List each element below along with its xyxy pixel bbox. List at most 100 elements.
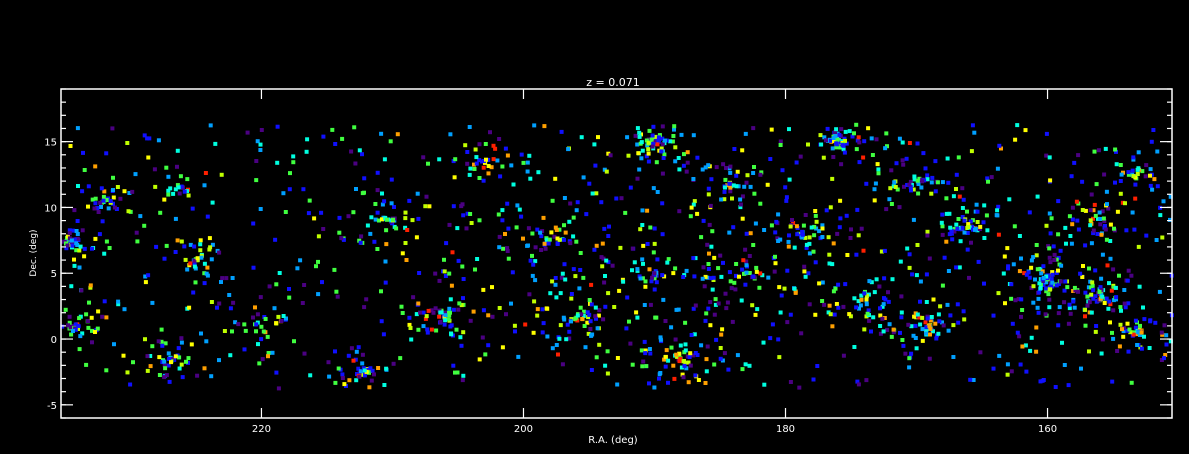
data-point <box>553 282 558 287</box>
data-point <box>1132 227 1137 232</box>
data-point <box>481 165 486 170</box>
data-point <box>834 302 839 306</box>
data-point <box>995 213 1000 218</box>
data-point <box>1098 285 1103 290</box>
data-point <box>1043 312 1048 317</box>
data-point <box>362 373 367 378</box>
data-point <box>74 229 79 233</box>
data-point <box>77 248 82 253</box>
data-point <box>872 187 877 192</box>
data-point <box>1102 219 1107 224</box>
data-point <box>481 178 486 183</box>
data-point <box>792 286 797 291</box>
data-point <box>839 162 844 167</box>
data-point <box>358 369 363 374</box>
data-point <box>340 372 345 377</box>
data-point <box>167 356 172 361</box>
data-point <box>762 228 767 232</box>
data-point <box>651 124 656 129</box>
data-point <box>743 362 748 367</box>
data-point <box>389 201 394 206</box>
data-point <box>678 356 683 361</box>
data-point <box>516 354 521 359</box>
data-point <box>1023 128 1028 133</box>
data-point <box>1140 169 1145 174</box>
data-point <box>901 162 906 167</box>
data-point <box>562 237 566 242</box>
data-point <box>1058 248 1063 253</box>
data-point <box>1157 289 1162 294</box>
data-point <box>681 359 686 364</box>
data-point <box>874 277 879 282</box>
data-point <box>900 158 905 163</box>
data-point <box>663 364 668 369</box>
data-point <box>878 331 883 336</box>
data-point <box>364 297 369 302</box>
data-point <box>442 257 446 262</box>
data-point <box>1164 333 1169 338</box>
data-point <box>605 349 610 354</box>
data-point <box>1083 323 1088 328</box>
data-point <box>925 316 930 321</box>
data-point <box>927 323 932 328</box>
data-point <box>535 227 540 232</box>
data-point <box>491 143 496 148</box>
data-point <box>188 242 193 247</box>
data-point <box>637 274 642 279</box>
data-point <box>368 366 373 371</box>
data-point <box>997 353 1002 358</box>
data-point <box>597 308 602 313</box>
data-point <box>407 322 412 327</box>
data-point <box>743 282 748 287</box>
data-point <box>473 147 478 152</box>
data-point <box>905 183 910 187</box>
data-point <box>940 180 945 185</box>
data-point <box>1102 172 1107 177</box>
data-point <box>1037 290 1042 295</box>
data-point <box>1085 303 1090 308</box>
data-point <box>802 269 807 274</box>
data-point <box>486 343 491 348</box>
data-point <box>747 254 752 258</box>
data-point <box>962 218 967 223</box>
data-point <box>640 223 645 227</box>
data-point <box>852 345 857 349</box>
data-point <box>1100 209 1105 214</box>
data-point <box>1070 205 1075 210</box>
data-point <box>634 310 639 315</box>
data-point <box>716 266 721 271</box>
data-point <box>1047 287 1052 292</box>
data-point <box>1006 266 1010 271</box>
data-point <box>389 177 394 182</box>
data-point <box>684 169 689 174</box>
data-point <box>702 284 707 289</box>
data-point <box>856 135 861 140</box>
data-point <box>104 315 109 320</box>
data-point <box>447 271 452 276</box>
data-point <box>354 349 359 354</box>
data-point <box>773 230 778 235</box>
data-point <box>732 280 737 285</box>
data-point <box>1036 310 1041 315</box>
data-point <box>833 130 837 135</box>
data-point <box>721 260 725 265</box>
data-point <box>407 315 412 320</box>
data-point <box>657 133 662 138</box>
data-point <box>1068 234 1073 238</box>
data-point <box>630 362 635 367</box>
data-point <box>577 286 582 291</box>
data-point <box>856 299 861 304</box>
data-point <box>275 124 280 129</box>
data-point <box>505 249 510 253</box>
data-point <box>426 161 430 166</box>
data-point <box>1093 268 1098 273</box>
data-point <box>227 293 232 297</box>
data-point <box>486 157 491 162</box>
data-point <box>410 218 415 223</box>
data-point <box>81 150 85 155</box>
data-point <box>624 326 629 331</box>
data-point <box>198 248 203 253</box>
data-point <box>510 270 515 275</box>
data-point <box>1028 348 1033 353</box>
data-point <box>1105 263 1110 268</box>
